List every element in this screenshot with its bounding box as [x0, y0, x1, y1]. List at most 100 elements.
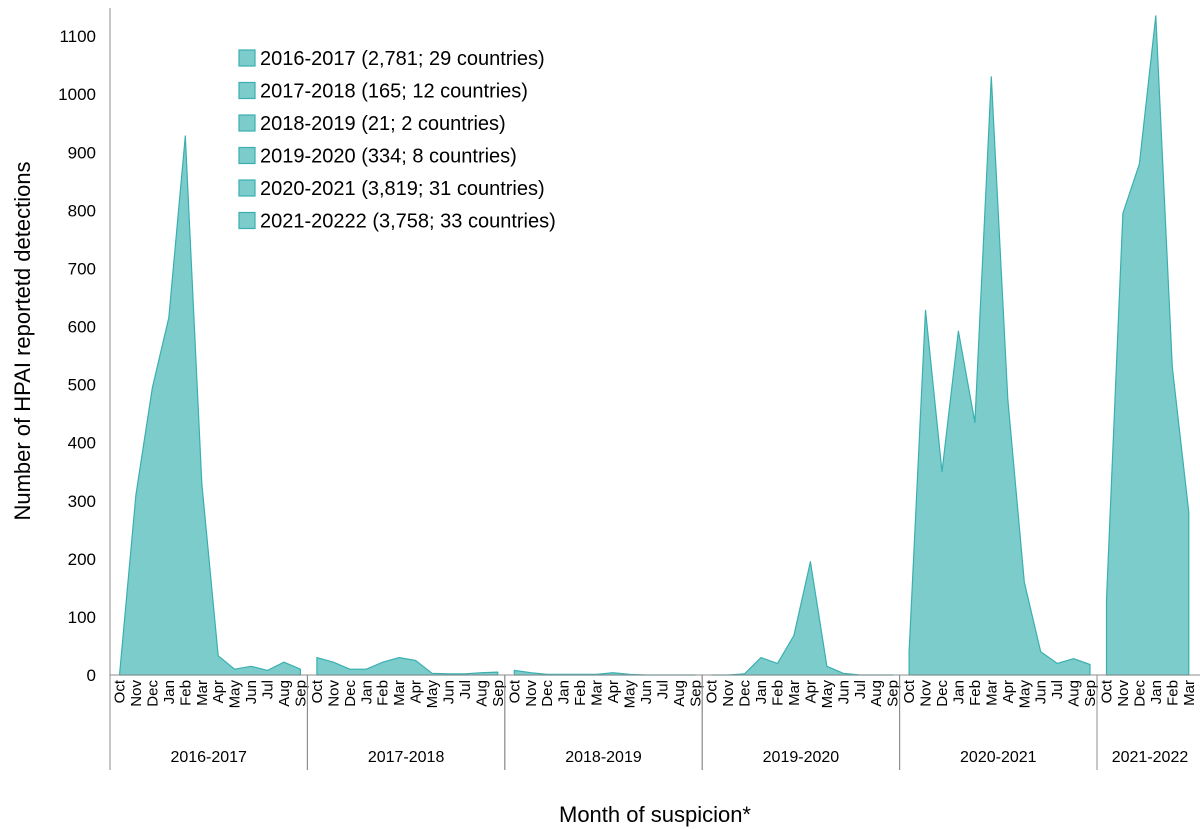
- x-tick-label: May: [227, 680, 244, 709]
- legend-label: 2021-20222 (3,758; 33 countries): [260, 211, 556, 233]
- x-tick-label: Feb: [1164, 680, 1181, 706]
- series-area: [513, 669, 696, 676]
- series-area: [711, 561, 894, 676]
- x-tick-label: May: [1016, 680, 1033, 709]
- legend-swatch: [238, 211, 256, 230]
- x-tick-label: Oct: [112, 679, 129, 703]
- x-tick-label: Sep: [1082, 680, 1099, 707]
- season-label: 2017-2018: [368, 749, 445, 766]
- x-tick-label: Dec: [934, 680, 951, 707]
- x-tick-label: Apr: [1000, 680, 1017, 703]
- x-tick-label: Jul: [260, 680, 277, 699]
- x-tick-label: Mar: [1181, 680, 1198, 706]
- x-tick-label: Sep: [885, 680, 902, 707]
- legend-label: 2018-2019 (21; 2 countries): [260, 113, 506, 135]
- x-tick-label: Oct: [901, 679, 918, 703]
- x-tick-label: Mar: [786, 680, 803, 706]
- x-tick-label: Apr: [210, 680, 227, 703]
- x-tick-label: Oct: [1099, 679, 1116, 703]
- season-label: 2021-2022: [1112, 749, 1189, 766]
- legend-label: 2017-2018 (165; 12 countries): [260, 81, 528, 103]
- y-tick-label: 200: [68, 550, 96, 569]
- legend-swatch: [238, 81, 256, 100]
- x-tick-label: Oct: [506, 679, 523, 703]
- x-tick-label: Aug: [473, 680, 490, 707]
- y-axis-title: Number of HPAI reportetd detections: [10, 161, 35, 520]
- x-tick-label: Mar: [983, 680, 1000, 706]
- y-tick-label: 900: [68, 143, 96, 162]
- y-tick-label: 0: [87, 666, 96, 685]
- legend-label: 2019-2020 (334; 8 countries): [260, 146, 517, 168]
- series-area: [118, 135, 301, 676]
- x-tick-label: Dec: [1131, 680, 1148, 707]
- x-tick-label: Feb: [770, 680, 787, 706]
- x-tick-labels: Oct Nov Dec Jan Feb Mar Apr May Jun Jul Aug Sep Oct N…: [112, 679, 1198, 708]
- x-tick-label: Mar: [589, 680, 606, 706]
- y-tick-label: 300: [68, 492, 96, 511]
- x-tick-label: May: [622, 680, 639, 709]
- x-tick-label: Feb: [572, 680, 589, 706]
- series-area: [316, 657, 499, 676]
- x-tick-label: Jan: [950, 680, 967, 704]
- x-tick-label: Jul: [654, 680, 671, 699]
- x-tick-label: Oct: [309, 679, 326, 703]
- x-tick-label: Jan: [1148, 680, 1165, 704]
- x-tick-label: Nov: [720, 680, 737, 707]
- x-tick-label: Apr: [802, 680, 819, 703]
- x-tick-label: Sep: [292, 680, 309, 707]
- x-tick-label: Aug: [276, 680, 293, 707]
- x-tick-label: May: [424, 680, 441, 709]
- series-area: [908, 76, 1091, 676]
- x-tick-label: Jun: [638, 680, 655, 704]
- legend: 2016-2017 (2,781; 29 countries) 2017-2018…: [238, 48, 556, 233]
- x-tick-label: Sep: [490, 680, 507, 707]
- x-tick-label: Jul: [457, 680, 474, 699]
- x-tick-label: Mar: [391, 680, 408, 706]
- legend-label: 2016-2017 (2,781; 29 countries): [260, 48, 545, 70]
- season-label: 2020-2021: [960, 749, 1037, 766]
- season-label: 2018-2019: [565, 749, 642, 766]
- x-tick-label: Jan: [161, 680, 178, 704]
- x-tick-label: Nov: [523, 680, 540, 707]
- x-tick-label: Nov: [918, 680, 935, 707]
- y-tick-label: 500: [68, 376, 96, 395]
- x-tick-label: Jul: [1049, 680, 1066, 699]
- season-label: 2016-2017: [170, 749, 247, 766]
- y-tick-label: 100: [68, 608, 96, 627]
- x-tick-label: Jan: [556, 680, 573, 704]
- x-tick-label: Feb: [375, 680, 392, 706]
- area-series-group: [118, 15, 1190, 676]
- legend-swatch: [238, 179, 256, 197]
- x-tick-label: Jan: [358, 680, 375, 704]
- x-tick-label: Aug: [1066, 680, 1083, 707]
- x-tick-label: Aug: [671, 680, 688, 707]
- x-tick-label: Jun: [243, 680, 260, 704]
- y-tick-label: 800: [68, 201, 96, 220]
- y-tick-label: 1000: [58, 85, 96, 104]
- x-axis-title: Month of suspicion*: [559, 802, 751, 827]
- x-tick-label: Jun: [441, 680, 458, 704]
- x-tick-label: Feb: [967, 680, 984, 706]
- x-tick-label: Jan: [753, 680, 770, 704]
- x-tick-label: Jun: [1033, 680, 1050, 704]
- x-tick-label: Nov: [128, 680, 145, 707]
- x-tick-label: Jul: [852, 680, 869, 699]
- x-tick-label: Dec: [737, 680, 754, 707]
- legend-swatch: [238, 146, 256, 165]
- x-tick-label: May: [819, 680, 836, 709]
- x-tick-label: Sep: [687, 680, 704, 707]
- x-tick-label: Dec: [539, 680, 556, 707]
- legend-swatch: [238, 49, 256, 67]
- y-tick-labels: 0 100 200 300 400 500 600 700 800 900 1000 1100: [58, 27, 96, 685]
- x-tick-label: Oct: [704, 679, 721, 703]
- y-tick-label: 700: [68, 259, 96, 278]
- x-tick-label: Apr: [605, 680, 622, 703]
- x-tick-label: Feb: [177, 680, 194, 706]
- season-label: 2019-2020: [763, 749, 840, 766]
- x-tick-label: Apr: [408, 680, 425, 703]
- x-tick-label: Jun: [835, 680, 852, 704]
- legend-label: 2020-2021 (3,819; 31 countries): [260, 178, 545, 200]
- x-tick-label: Nov: [325, 680, 342, 707]
- x-tick-label: Mar: [194, 680, 211, 706]
